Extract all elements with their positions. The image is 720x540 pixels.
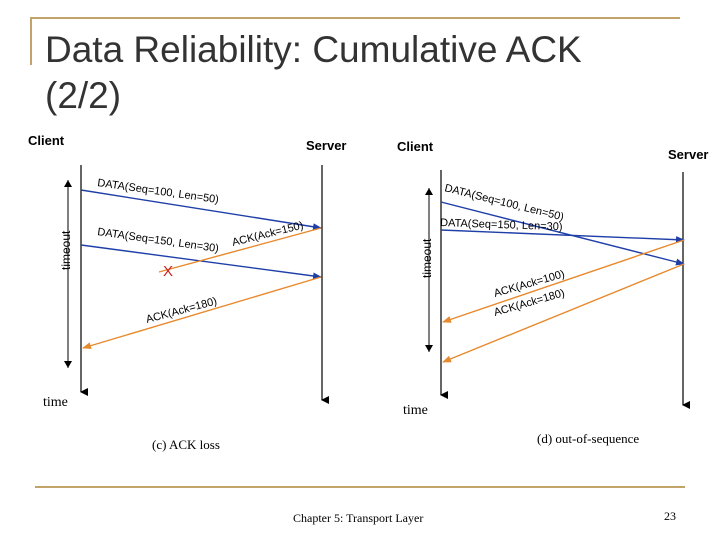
ack-arrow-c bbox=[82, 276, 322, 350]
ack-lost-label-c: ACK(Ack=150) bbox=[231, 220, 305, 249]
time-label-d: time bbox=[403, 403, 428, 418]
loss-mark-c: X bbox=[163, 263, 173, 280]
page-number: 23 bbox=[664, 509, 676, 523]
client-label-c: Client bbox=[28, 133, 65, 148]
slide-title: Data Reliability: Cumulative ACK (2/2) bbox=[45, 29, 582, 116]
ack2-arrow-d bbox=[442, 263, 685, 363]
time-label-c: time bbox=[43, 395, 68, 410]
ack-lost-arrow-c bbox=[158, 227, 322, 273]
caption-c: (c) ACK loss bbox=[152, 437, 220, 452]
server-label-c: Server bbox=[306, 138, 346, 153]
data2-arrow-d bbox=[440, 229, 685, 244]
ack1-arrow-d bbox=[442, 239, 685, 323]
footer-chapter: Chapter 5: Transport Layer bbox=[293, 511, 424, 525]
timeout-label-c: timeout bbox=[59, 230, 73, 270]
client-label-d: Client bbox=[397, 139, 434, 154]
bottom-decoration-line bbox=[35, 486, 685, 488]
top-decoration-line bbox=[30, 17, 680, 19]
data1-arrow-c bbox=[80, 189, 322, 231]
timeout-label-d: timeout bbox=[420, 238, 434, 278]
diagram-out-of-sequence: Client Server timeout DATA(Seq=100, Len=… bbox=[397, 139, 708, 446]
data2-label-d: DATA(Seq=150, Len=30) bbox=[440, 217, 563, 233]
left-decoration-line bbox=[30, 17, 32, 65]
data2-label-c: DATA(Seq=150, Len=30) bbox=[97, 226, 220, 255]
server-label-d: Server bbox=[668, 147, 708, 162]
diagram-ack-loss: Client Server timeout DATA(Seq=100, Len=… bbox=[28, 133, 346, 452]
caption-d: (d) out-of-sequence bbox=[537, 431, 639, 446]
